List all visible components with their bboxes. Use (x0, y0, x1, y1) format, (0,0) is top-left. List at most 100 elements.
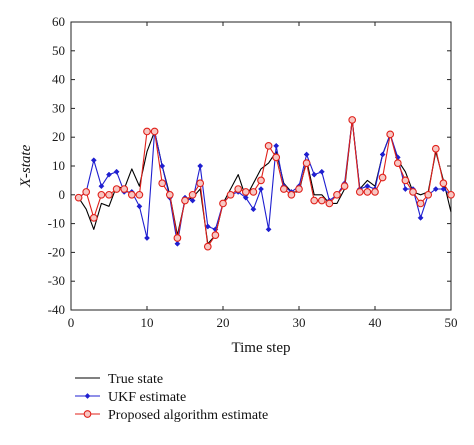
data-point (402, 186, 409, 192)
data-point (127, 190, 136, 199)
x-tick-label: 10 (141, 315, 154, 330)
data-point (188, 190, 197, 199)
data-point (204, 223, 211, 230)
legend-swatch-marker (83, 410, 92, 418)
data-point (363, 188, 372, 196)
data-point (219, 199, 227, 208)
data-point (311, 171, 318, 178)
data-point (158, 179, 167, 188)
data-point (287, 190, 296, 199)
data-point (112, 185, 121, 193)
legend-item-proposed-algorithm-estimate: Proposed algorithm estimate (75, 408, 268, 423)
data-point (371, 188, 379, 196)
data-point (150, 127, 159, 136)
data-point (386, 130, 395, 139)
data-point (143, 127, 151, 136)
data-point (97, 190, 106, 199)
data-point (424, 190, 433, 199)
data-point (120, 185, 129, 193)
data-point (272, 153, 281, 162)
data-point (279, 185, 288, 193)
x-axis-label: Time step (231, 340, 290, 356)
data-point (249, 188, 258, 196)
data-point (318, 168, 325, 175)
y-tick-label: 10 (52, 158, 65, 173)
data-point (189, 197, 196, 204)
data-point (302, 159, 311, 167)
series-line (78, 119, 452, 245)
y-axis-ticks: -40 -30 -20 -10 0 10 20 30 40 50 60 (48, 14, 451, 317)
data-point (197, 163, 204, 169)
y-tick-label: 20 (52, 129, 65, 144)
data-point (355, 188, 364, 196)
legend: True state UKF estimate Proposed algorithm… (75, 372, 268, 423)
data-point (136, 203, 143, 210)
series-proposed-algorithm-estimate (74, 116, 455, 251)
data-point (393, 159, 402, 167)
data-point (378, 173, 387, 182)
data-point (105, 190, 113, 199)
data-point (242, 194, 249, 201)
x-axis-ticks: 0 10 20 30 40 50 (68, 22, 458, 330)
data-point (348, 116, 357, 124)
data-point (295, 185, 303, 193)
legend-label: UKF estimate (108, 390, 186, 405)
x-tick-label: 20 (217, 315, 230, 330)
series-group (74, 116, 455, 251)
series-line (78, 119, 452, 248)
data-point (440, 186, 447, 192)
legend-label: True state (108, 372, 163, 387)
data-point (98, 183, 105, 190)
data-point (174, 240, 181, 247)
data-point (416, 199, 425, 208)
data-point (211, 231, 220, 239)
y-tick-label: 30 (52, 100, 65, 115)
data-point (203, 242, 212, 251)
data-point (431, 144, 440, 153)
data-point (310, 196, 319, 205)
data-point (409, 188, 417, 196)
data-point (106, 171, 112, 178)
data-point (173, 234, 182, 242)
legend-swatch-marker (84, 393, 91, 399)
plot-frame (70, 21, 452, 311)
y-tick-label: -40 (48, 302, 65, 317)
y-axis-label: X-state (18, 144, 34, 188)
legend-label: Proposed algorithm estimate (108, 408, 268, 423)
data-point (196, 179, 205, 188)
x-tick-label: 0 (68, 315, 75, 330)
data-point (181, 196, 189, 205)
y-tick-label: 40 (52, 72, 65, 87)
plot-area: -40 -30 -20 -10 0 10 20 30 40 50 60 0 10 20 30 40 50 (48, 14, 458, 330)
data-point (226, 190, 235, 199)
y-tick-label: 60 (52, 14, 65, 29)
data-point (159, 163, 166, 169)
y-tick-label: 0 (59, 187, 66, 202)
data-point (273, 142, 280, 149)
data-point (144, 235, 150, 241)
x-tick-label: 40 (369, 315, 382, 330)
data-point (432, 186, 439, 192)
data-point (74, 193, 83, 202)
series-true-state (78, 119, 452, 245)
data-point (257, 176, 265, 185)
y-tick-label: -20 (48, 244, 65, 259)
data-point (265, 226, 272, 233)
data-point (303, 151, 310, 158)
y-tick-label: -30 (48, 273, 65, 288)
data-point (258, 186, 264, 192)
legend-item-true-state: True state (75, 372, 163, 387)
data-point (364, 183, 371, 190)
data-point (234, 185, 243, 193)
data-point (82, 188, 91, 196)
series-line (78, 119, 452, 245)
data-point (379, 151, 386, 158)
data-point (89, 213, 98, 222)
series-ukf-estimate (75, 116, 454, 247)
data-point (317, 196, 326, 205)
data-point (439, 179, 448, 188)
data-point (447, 190, 455, 199)
x-tick-label: 50 (445, 315, 458, 330)
y-tick-label: 50 (52, 43, 65, 58)
